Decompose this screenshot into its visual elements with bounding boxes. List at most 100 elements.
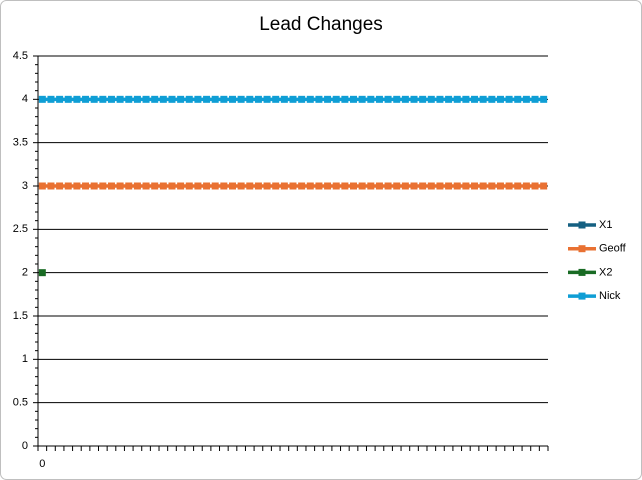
y-tick-label: 1 <box>22 353 28 365</box>
series-marker <box>90 182 98 190</box>
series-marker <box>306 95 314 103</box>
series-marker <box>159 182 167 190</box>
y-tick-label: 1.5 <box>13 310 28 322</box>
series-marker <box>151 95 159 103</box>
series-marker <box>462 182 470 190</box>
series-marker <box>341 95 349 103</box>
series-marker <box>384 95 392 103</box>
series-marker <box>203 182 211 190</box>
series-marker <box>479 182 487 190</box>
series-marker <box>73 182 81 190</box>
series-marker <box>228 95 236 103</box>
series-marker <box>471 95 479 103</box>
series-marker <box>419 182 427 190</box>
series-marker <box>289 182 297 190</box>
series-marker <box>298 95 306 103</box>
series-marker <box>220 95 228 103</box>
legend-label: X2 <box>599 266 612 278</box>
series-marker <box>410 95 418 103</box>
series-marker <box>73 95 81 103</box>
series-marker <box>479 95 487 103</box>
y-tick-label: 3.5 <box>13 137 28 149</box>
series-marker <box>194 182 202 190</box>
series-marker <box>125 182 133 190</box>
series-marker <box>375 95 383 103</box>
series-marker <box>375 182 383 190</box>
series-marker <box>522 95 530 103</box>
series-marker <box>142 182 150 190</box>
series-marker <box>246 182 254 190</box>
legend-label: X1 <box>599 219 612 231</box>
series-marker <box>514 95 522 103</box>
series-marker <box>56 95 64 103</box>
y-tick-label: 2 <box>22 267 28 279</box>
series-marker <box>488 95 496 103</box>
series-marker <box>436 95 444 103</box>
series-marker <box>116 95 124 103</box>
series-marker <box>263 182 271 190</box>
series-marker <box>47 95 55 103</box>
series-marker <box>427 182 435 190</box>
series-marker <box>237 95 245 103</box>
series-marker <box>133 182 141 190</box>
series-marker <box>350 182 358 190</box>
series-marker <box>82 95 90 103</box>
series-marker <box>505 182 513 190</box>
series-marker <box>453 95 461 103</box>
series-marker <box>496 182 504 190</box>
legend-swatch-marker <box>578 245 586 253</box>
series-marker <box>107 95 115 103</box>
series-marker <box>99 95 107 103</box>
series-marker <box>211 95 219 103</box>
series-marker <box>220 182 228 190</box>
series-marker <box>445 95 453 103</box>
y-tick-label: 4.5 <box>13 50 28 62</box>
legend-label: Nick <box>599 290 621 302</box>
series-marker <box>228 182 236 190</box>
series-marker <box>367 95 375 103</box>
series-marker <box>125 95 133 103</box>
series-marker <box>185 182 193 190</box>
series-marker <box>38 95 46 103</box>
series-marker <box>82 182 90 190</box>
series-marker <box>462 95 470 103</box>
series-marker <box>38 182 46 190</box>
series-marker <box>410 182 418 190</box>
series-marker <box>168 95 176 103</box>
series-marker <box>401 182 409 190</box>
series-marker <box>514 182 522 190</box>
series-marker <box>332 182 340 190</box>
series-marker <box>324 95 332 103</box>
series-marker <box>246 95 254 103</box>
series-marker <box>315 182 323 190</box>
series-marker <box>211 182 219 190</box>
series-marker <box>272 95 280 103</box>
series-marker <box>289 95 297 103</box>
series-marker <box>237 182 245 190</box>
series-marker <box>254 182 262 190</box>
chart-title: Lead Changes <box>259 14 383 35</box>
series-marker <box>142 95 150 103</box>
series-marker <box>263 95 271 103</box>
series-marker <box>531 95 539 103</box>
series-marker <box>358 182 366 190</box>
series-marker <box>384 182 392 190</box>
series-marker <box>540 95 548 103</box>
series-marker <box>116 182 124 190</box>
legend-swatch-marker <box>578 221 586 229</box>
series-marker <box>445 182 453 190</box>
series-marker <box>64 95 72 103</box>
series-marker <box>64 182 72 190</box>
series-marker <box>159 95 167 103</box>
series-marker <box>107 182 115 190</box>
series-marker <box>38 269 46 277</box>
series-marker <box>133 95 141 103</box>
series-marker <box>522 182 530 190</box>
series-marker <box>47 182 55 190</box>
series-marker <box>185 95 193 103</box>
series-marker <box>531 182 539 190</box>
y-tick-label: 0.5 <box>13 397 28 409</box>
series-marker <box>280 182 288 190</box>
legend-label: Geoff <box>599 243 627 255</box>
